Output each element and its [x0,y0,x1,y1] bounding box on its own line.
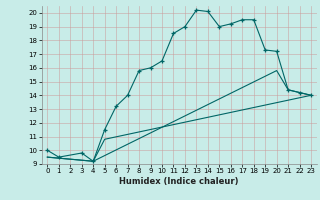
X-axis label: Humidex (Indice chaleur): Humidex (Indice chaleur) [119,177,239,186]
